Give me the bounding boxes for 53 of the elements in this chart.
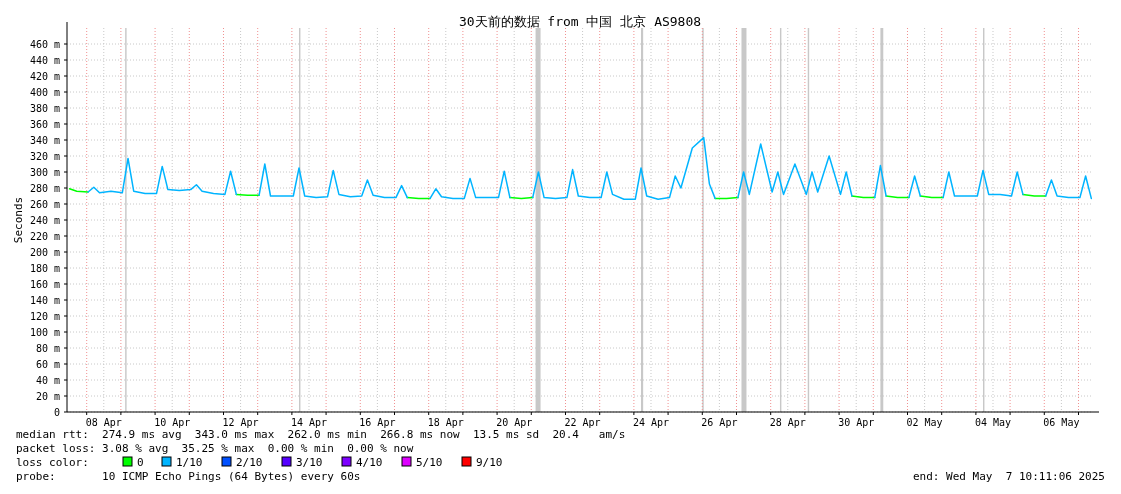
y-tick-label: 140 m [29, 294, 60, 306]
legend-label: 0 [137, 456, 144, 469]
y-tick-label: 60 m [35, 358, 60, 370]
y-tick-label: 200 m [29, 246, 60, 258]
y-tick-label: 320 m [29, 150, 60, 162]
legend-title: loss color: [16, 456, 89, 469]
y-tick-label: 120 m [29, 310, 60, 322]
y-tick-label: 100 m [29, 326, 60, 338]
x-tick-label: 08 Apr [85, 417, 122, 428]
y-tick-label: 20 m [35, 390, 60, 402]
y-tick-label: 380 m [29, 102, 60, 114]
x-tick-label: 20 Apr [496, 417, 533, 428]
text: probe: 10 ICMP Echo Pings (64 Bytes) every 60s [16, 470, 361, 483]
y-tick-label: 340 m [29, 134, 60, 146]
legend-label: 9/10 [476, 456, 503, 469]
x-tick-label: 02 May [906, 417, 943, 428]
text: packet loss: 3.08 % avg 35.25 % max 0.00 % min 0.00 % now [16, 442, 414, 455]
y-tick-label: 260 m [29, 198, 60, 210]
y-tick-label: 220 m [29, 230, 60, 242]
y-tick-label: 0 [53, 406, 60, 418]
text: median rtt: 274.9 ms avg 343.0 ms max 262.0 ms min 266.8 ms now 13.5 ms sd 20.4 am/s [16, 428, 626, 441]
y-tick-label: 420 m [29, 70, 60, 82]
y-tick-label: 360 m [29, 118, 60, 130]
y-tick-label: 280 m [29, 182, 60, 194]
y-tick-label: 460 m [29, 38, 60, 50]
y-axis-title: Seconds [12, 196, 25, 244]
x-tick-label: 04 May [974, 417, 1012, 428]
y-tick-label: 180 m [29, 262, 60, 274]
x-tick-label: 14 Apr [290, 417, 328, 428]
x-tick-label: 18 Apr [427, 417, 464, 428]
y-tick-label: 160 m [29, 278, 60, 290]
legend-label: 1/10 [176, 456, 203, 469]
x-tick-label: 24 Apr [632, 417, 670, 428]
x-tick-label: 28 Apr [769, 417, 806, 428]
x-tick-label: 16 Apr [359, 417, 396, 428]
x-tick-label: 22 Apr [564, 417, 601, 428]
x-tick-label: 26 Apr [701, 417, 738, 428]
x-tick-label: 10 Apr [154, 417, 191, 428]
y-tick-label: 40 m [35, 374, 60, 386]
y-tick-label: 300 m [29, 166, 60, 178]
y-tick-label: 80 m [35, 342, 60, 354]
chart-title: 30天前的数据 from 中国 北京 AS9808 [458, 14, 702, 29]
x-tick-label: 30 Apr [838, 417, 875, 428]
legend-label: 3/10 [296, 456, 323, 469]
x-tick-label: 12 Apr [222, 417, 259, 428]
legend-label: 5/10 [416, 456, 443, 469]
y-tick-label: 440 m [29, 54, 60, 66]
x-tick-label: 06 May [1043, 417, 1080, 428]
y-tick-label: 240 m [29, 214, 60, 226]
text: end: Wed May 7 10:11:06 2025 [912, 470, 1105, 483]
legend-label: 2/10 [236, 456, 263, 469]
y-tick-label: 400 m [29, 86, 60, 98]
legend-label: 4/10 [356, 456, 383, 469]
